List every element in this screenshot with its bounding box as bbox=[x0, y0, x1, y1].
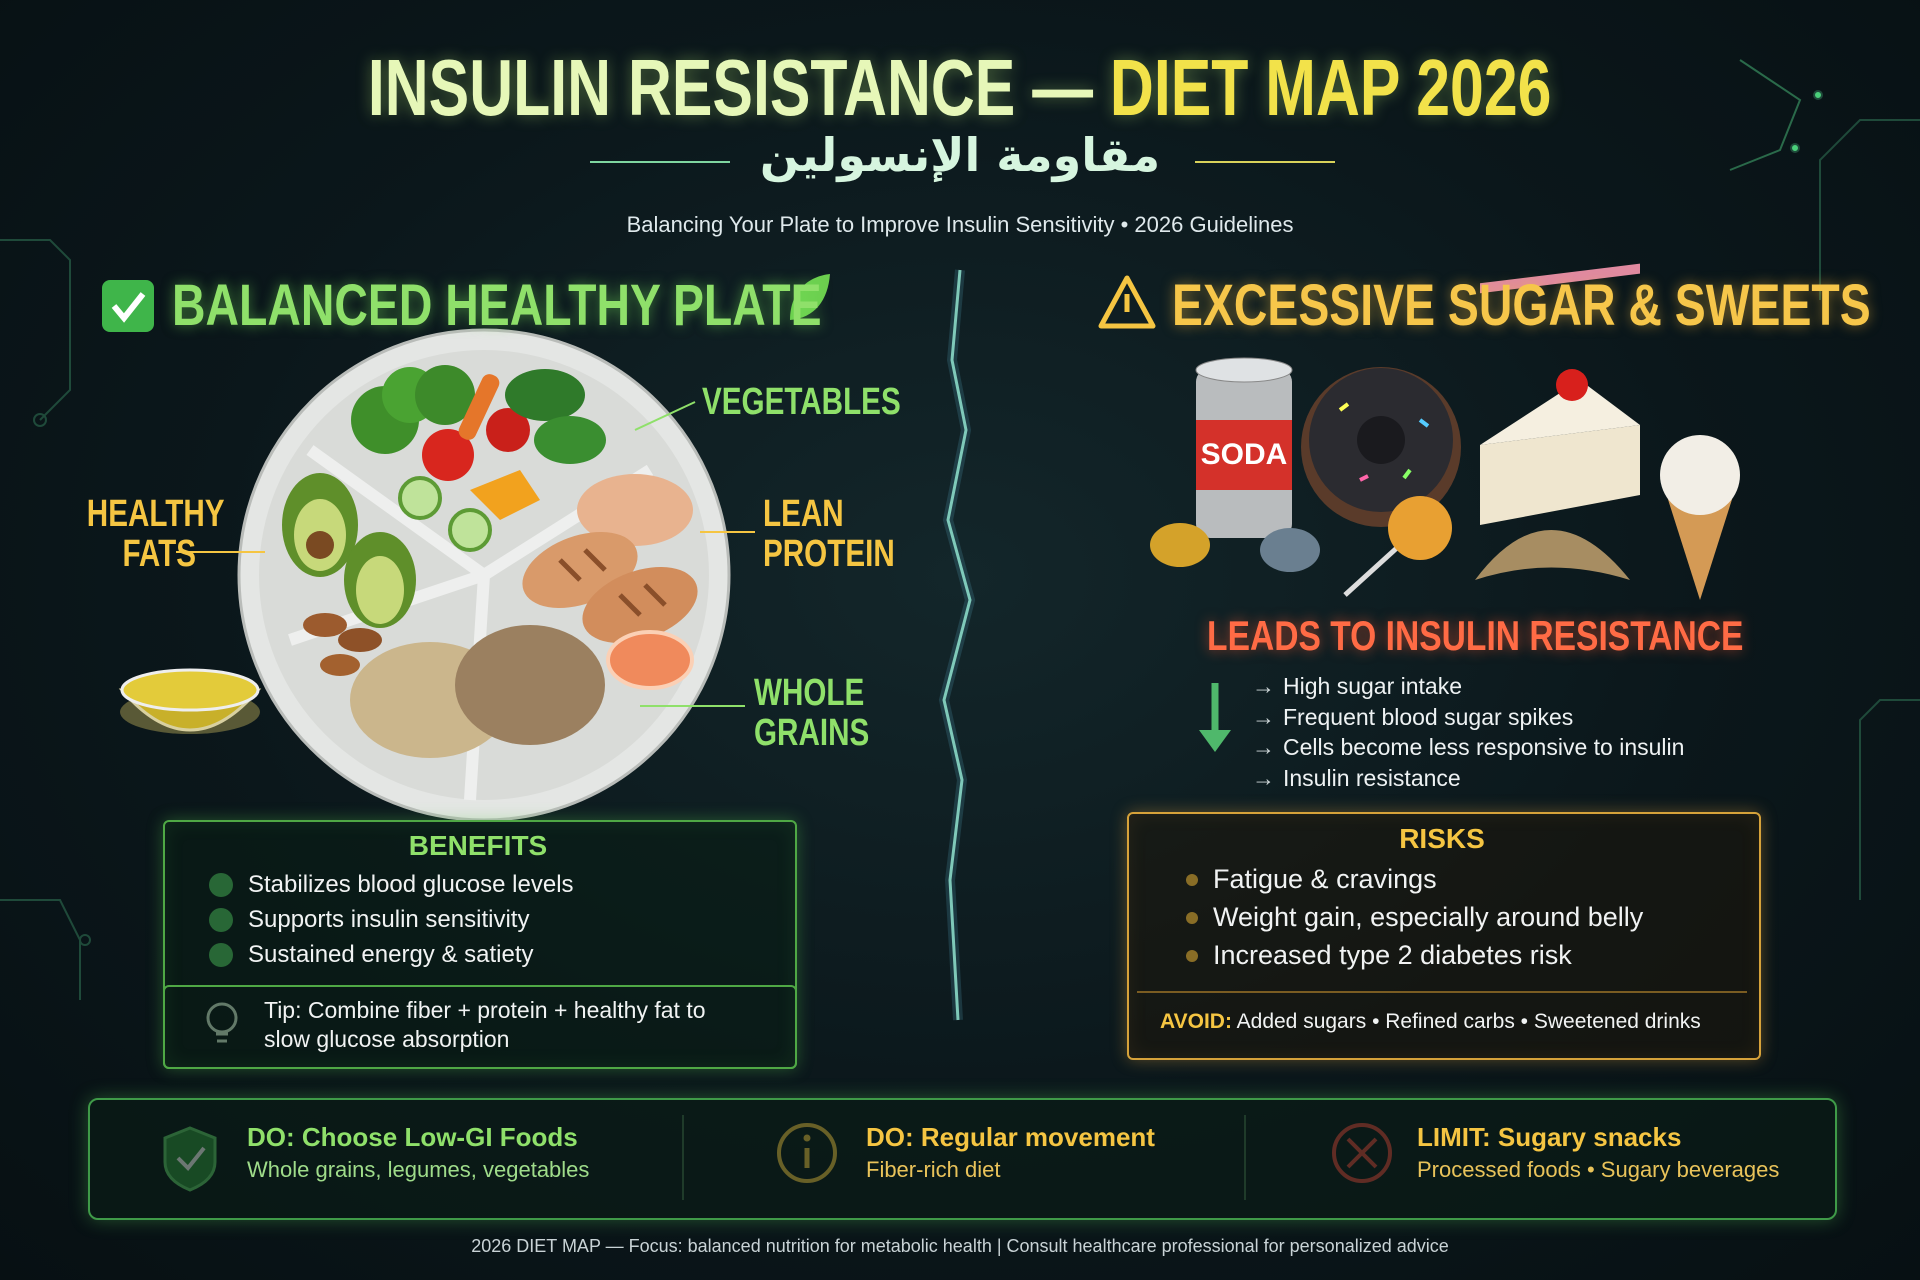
chain-step: → Cells become less responsive to insulin bbox=[1252, 734, 1685, 760]
donut bbox=[1301, 367, 1461, 527]
label-line: FATS bbox=[122, 533, 196, 575]
benefits-box bbox=[163, 820, 797, 1069]
action-title: LIMIT: Sugary snacks bbox=[1417, 1122, 1682, 1152]
consequence: LEADS TO INSULIN RESISTANCE bbox=[1140, 612, 1750, 660]
chain-step: → Frequent blood sugar spikes bbox=[1252, 704, 1574, 730]
benefit-item: Supports insulin sensitivity bbox=[248, 906, 530, 933]
action-bar bbox=[88, 1098, 1837, 1220]
arabic-title: مقاومة الإنسولين bbox=[759, 128, 1161, 182]
cake bbox=[1480, 263, 1640, 525]
olive-oil-bowl bbox=[118, 668, 262, 734]
soda-label: SODA bbox=[1200, 438, 1288, 471]
chain-text: Insulin resistance bbox=[1283, 765, 1461, 791]
benefits-title: BENEFITS bbox=[408, 830, 548, 861]
plate-label: VEGETABLES bbox=[702, 382, 957, 422]
label-line: WHOLE bbox=[754, 672, 865, 714]
chain-text: Cells become less responsive to insulin bbox=[1283, 734, 1685, 760]
lightning-divider bbox=[942, 269, 972, 1021]
label-line: GRAINS bbox=[754, 712, 870, 754]
consequence-text: LEADS TO INSULIN RESISTANCE bbox=[1207, 612, 1744, 659]
action-title: DO: Choose Low-GI Foods bbox=[247, 1122, 578, 1152]
plate bbox=[237, 328, 731, 822]
label-line: PROTEIN bbox=[763, 533, 895, 575]
plate-label: HEALTHY FATS bbox=[56, 493, 225, 575]
risks-title: RISKS bbox=[1399, 823, 1485, 854]
avoid-text: Added sugars • Refined carbs • Sweetened… bbox=[1236, 1010, 1701, 1033]
healthy-heading: BALANCED HEALTHY PLATE bbox=[172, 273, 822, 338]
down-arrow bbox=[1199, 683, 1231, 752]
benefit-item: Sustained energy & satiety bbox=[248, 941, 534, 968]
ice-cream bbox=[1660, 435, 1740, 600]
risk-item: Weight gain, especially around belly bbox=[1213, 902, 1644, 932]
title: INSULIN RESISTANCE — DIET MAP 2026 bbox=[0, 42, 1920, 134]
sugar-heading: EXCESSIVE SUGAR & SWEETS bbox=[1172, 273, 1871, 338]
label-line: LEAN bbox=[763, 493, 844, 535]
title-main: INSULIN RESISTANCE — bbox=[368, 43, 1094, 132]
action-subtitle: Fiber-rich diet bbox=[866, 1157, 1001, 1182]
title-highlight: DIET MAP 2026 bbox=[1110, 43, 1552, 132]
label-line: VEGETABLES bbox=[702, 381, 901, 423]
check-icon bbox=[102, 280, 154, 332]
subtitle: Balancing Your Plate to Improve Insulin … bbox=[626, 212, 1294, 237]
avoid-label: AVOID: bbox=[1160, 1010, 1232, 1033]
tip: Tip: Combine fiber + protein + healthy f… bbox=[264, 997, 706, 1052]
plate-label: LEAN PROTEIN bbox=[763, 494, 932, 574]
candies bbox=[1150, 496, 1452, 597]
tip-box bbox=[163, 985, 797, 1069]
action-subtitle: Whole grains, legumes, vegetables bbox=[247, 1157, 590, 1182]
footer: 2026 DIET MAP — Focus: balanced nutritio… bbox=[471, 1236, 1449, 1256]
croissant bbox=[1475, 530, 1630, 580]
risks-box bbox=[1127, 812, 1761, 1060]
lightning-glow bbox=[938, 269, 976, 1021]
action-subtitle: Processed foods • Sugary beverages bbox=[1417, 1157, 1780, 1182]
avoid-line: AVOID: Added sugars • Refined carbs • Sw… bbox=[1160, 1010, 1701, 1034]
chain-step: → High sugar intake bbox=[1252, 673, 1462, 699]
plate-label: WHOLE GRAINS bbox=[754, 673, 902, 753]
risk-item: Increased type 2 diabetes risk bbox=[1213, 940, 1572, 970]
risk-item: Fatigue & cravings bbox=[1213, 864, 1437, 894]
circuit-lines bbox=[0, 59, 1920, 1000]
action-title: DO: Regular movement bbox=[866, 1122, 1155, 1152]
benefit-item: Stabilizes blood glucose levels bbox=[248, 871, 574, 898]
chain-text: Frequent blood sugar spikes bbox=[1283, 704, 1574, 730]
warning-icon bbox=[1098, 275, 1156, 329]
chain-text: High sugar intake bbox=[1283, 673, 1462, 699]
check-mark bbox=[111, 292, 146, 323]
soda-can bbox=[1195, 357, 1293, 538]
label-line: HEALTHY bbox=[86, 493, 225, 535]
chain-step: → Insulin resistance bbox=[1252, 765, 1461, 791]
leaf-icon bbox=[790, 274, 830, 320]
plate-leader-lines bbox=[176, 401, 755, 707]
